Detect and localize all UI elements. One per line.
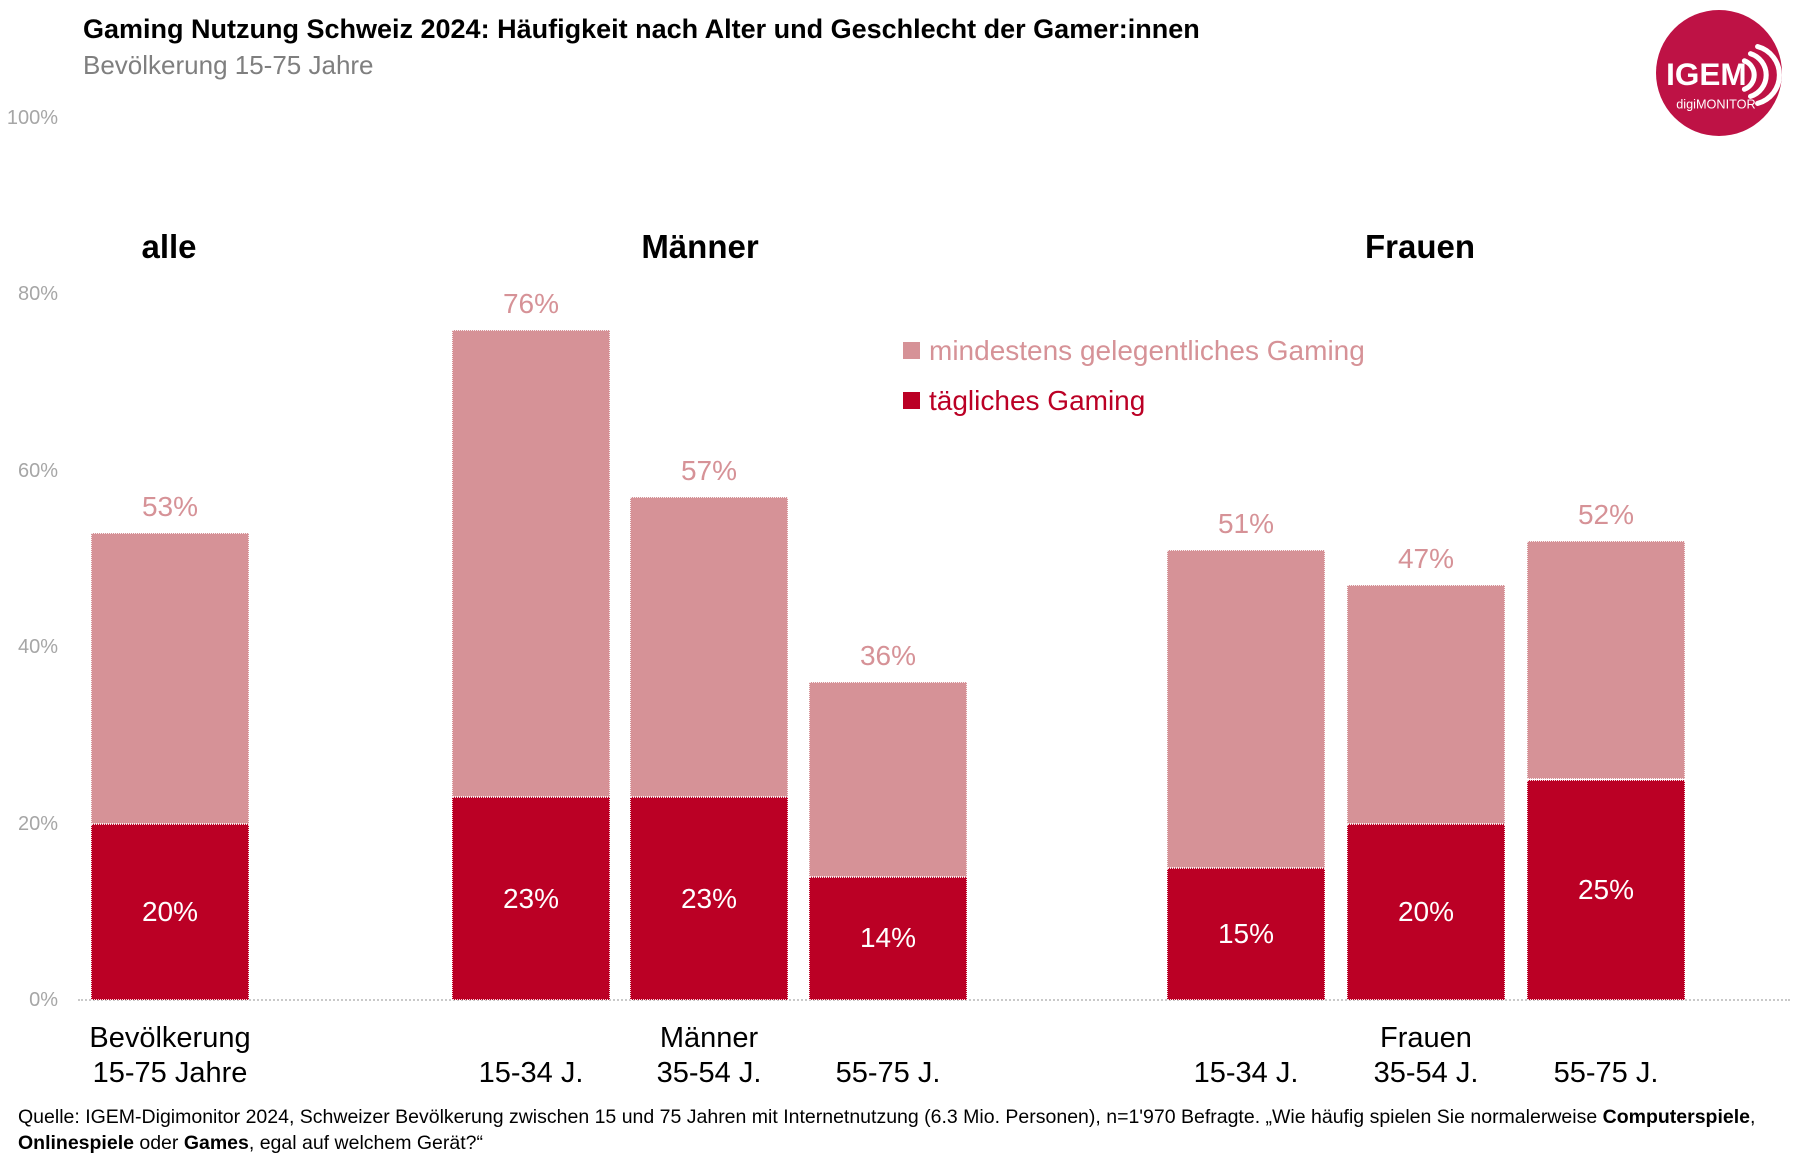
legend-swatch	[903, 392, 920, 409]
bar-total-label: 52%	[1577, 499, 1635, 531]
y-axis-tick-label: 60%	[17, 459, 58, 482]
group-header: alle	[141, 228, 197, 265]
x-axis-label-line1: Bevölkerung	[89, 1022, 251, 1054]
bar-segment-occasional	[630, 497, 788, 798]
x-axis-label-line2: 55-75 J.	[835, 1057, 941, 1089]
bar-daily-label: 23%	[680, 882, 738, 914]
bar-segment-occasional	[91, 532, 249, 824]
bar-segment-occasional	[452, 329, 610, 798]
bar-segment-occasional	[1527, 541, 1685, 780]
source-note-segment: , egal auf welchem Gerät?“	[248, 1132, 483, 1154]
source-note-segment: Onlinespiele	[18, 1132, 134, 1154]
y-axis-tick-label: 100%	[6, 107, 58, 129]
bar-segment-daily	[91, 823, 249, 1000]
bar-segment-occasional	[809, 682, 967, 877]
bar-daily-label: 15%	[1217, 917, 1275, 949]
source-note-segment: Computerspiele	[1602, 1106, 1750, 1128]
x-axis-label-line1: Männer	[659, 1022, 759, 1054]
legend-label: tägliches Gaming	[929, 385, 1146, 416]
x-axis-line	[78, 999, 1790, 1001]
bar-total-label: 36%	[859, 640, 917, 672]
page-title: Gaming Nutzung Schweiz 2024: Häufigkeit …	[83, 14, 1200, 44]
x-axis-label-line2: 15-34 J.	[478, 1057, 584, 1089]
source-note: Quelle: IGEM-Digimonitor 2024, Schweizer…	[18, 1104, 1784, 1156]
x-axis-label-line2: 35-54 J.	[1373, 1057, 1479, 1089]
group-header: Frauen	[1364, 228, 1476, 265]
group-header: Männer	[641, 228, 759, 265]
bar-segment-occasional	[1347, 585, 1505, 824]
bar-daily-label: 14%	[859, 922, 917, 954]
legend-label: mindestens gelegentliches Gaming	[929, 335, 1365, 366]
x-axis-label-line2: 15-34 J.	[1193, 1057, 1299, 1089]
bar-daily-label: 20%	[141, 895, 199, 927]
logo-wordmark: IGEM	[1666, 56, 1747, 92]
source-note-segment: oder	[133, 1132, 184, 1154]
y-axis-tick-label: 20%	[17, 812, 58, 835]
bar-segment-daily	[630, 797, 788, 1000]
bar-daily-label: 20%	[1397, 895, 1455, 927]
bar-total-label: 51%	[1217, 508, 1275, 540]
logo-circle	[1656, 10, 1782, 136]
bar-segment-daily	[1527, 779, 1685, 1000]
source-note-segment: Quelle: IGEM-Digimonitor 2024, Schweizer…	[18, 1106, 1603, 1128]
legend: mindestens gelegentliches Gaming tägliche…	[903, 334, 1365, 434]
x-axis-label-line2: 55-75 J.	[1553, 1057, 1659, 1089]
y-axis-tick-label: 0%	[29, 989, 58, 1011]
logo-submark: digiMONITOR	[1676, 98, 1755, 112]
legend-swatch	[903, 342, 920, 359]
igem-digimonitor-logo: IGEM digiMONITOR	[1656, 10, 1782, 136]
bar-daily-label: 25%	[1577, 873, 1635, 905]
y-axis-tick-label: 80%	[17, 283, 58, 306]
bar-total-label: 47%	[1397, 543, 1455, 575]
source-note-segment: Games	[183, 1132, 249, 1154]
legend-item: mindestens gelegentliches Gaming	[903, 334, 1365, 367]
page-subtitle: Bevölkerung 15-75 Jahre	[83, 50, 374, 80]
x-axis-label-line2: 15-75 Jahre	[92, 1057, 248, 1089]
bar-segment-occasional	[1167, 550, 1325, 868]
bar-segment-daily	[1167, 867, 1325, 1000]
bar-segment-daily	[809, 876, 967, 1000]
y-axis-tick-label: 40%	[17, 636, 58, 659]
legend-item: tägliches Gaming	[903, 384, 1365, 417]
x-axis-label-line1: Frauen	[1380, 1022, 1472, 1054]
bar-total-label: 76%	[502, 287, 560, 319]
bar-segment-daily	[1347, 823, 1505, 1000]
bar-daily-label: 23%	[502, 882, 560, 914]
bar-total-label: 57%	[680, 455, 738, 487]
bar-segment-daily	[452, 797, 610, 1000]
signal-arcs-icon	[1741, 44, 1782, 107]
x-axis-label-line2: 35-54 J.	[656, 1057, 762, 1089]
bar-total-label: 53%	[141, 490, 199, 522]
source-note-segment: ,	[1749, 1106, 1756, 1128]
